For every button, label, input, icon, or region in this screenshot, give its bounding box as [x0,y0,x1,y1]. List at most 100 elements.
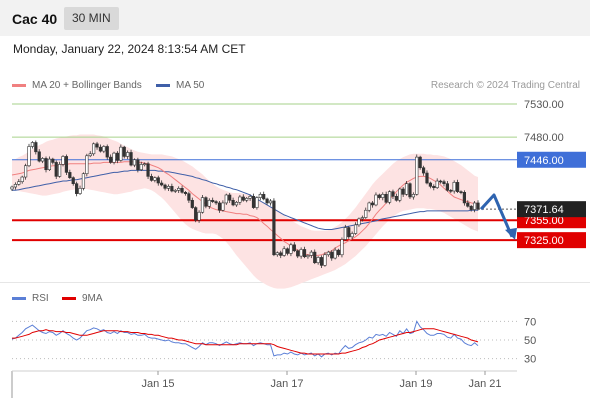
candle-body [326,251,330,256]
candle [207,198,211,209]
candle [30,141,35,149]
candle [285,247,290,256]
candle [153,176,157,183]
candle-body [68,172,72,178]
candle [265,197,269,205]
legend-ma50-label: MA 50 [176,80,205,91]
legend-rsi-label: RSI [32,293,49,304]
candle-body [364,209,368,218]
candle-body [282,248,286,256]
candle-body [309,251,313,256]
candle-body [367,202,371,211]
candle-body [445,183,449,191]
candle [190,197,194,209]
candle-body [112,152,116,163]
candle [425,170,429,185]
candle-body [204,197,208,207]
candle-body [180,188,184,193]
candle-body [217,202,222,211]
candle-body [24,165,28,178]
candle [357,217,361,227]
candle [360,215,364,222]
rsi-panel: 70 50 30 [11,316,536,366]
ma20-swatch [12,83,26,87]
candle [78,185,82,195]
candle-body [51,158,55,163]
candle [275,251,279,257]
candle [112,151,116,165]
candle [445,181,449,192]
level-label-7325.00: 7325.00 [524,235,564,247]
candle-body [160,182,164,186]
rsi-tick-label-70: 70 [524,316,536,328]
candle-body [432,186,436,188]
candle-body [228,194,232,201]
candle [442,179,446,187]
candle-body [173,190,177,192]
candle [156,175,160,186]
candle-body [313,251,317,264]
rsi-swatch [12,296,26,300]
candle [126,150,130,160]
candle [163,183,167,191]
candle [306,254,310,259]
level-label-7480.00: 7480.00 [524,132,564,144]
candle [353,222,358,235]
candle [231,197,235,207]
candle-body [347,227,351,238]
candle-body [401,188,405,195]
candle [166,184,171,191]
candle-body [442,181,446,184]
candle-body [459,191,463,193]
level-badge [517,151,586,168]
candle-body [353,224,358,234]
candle-body [302,249,307,258]
candle-body [224,194,228,204]
candle-body [177,188,181,191]
candle [340,237,344,258]
candle-body [279,252,283,256]
candle-body [421,167,426,174]
candle [404,181,409,196]
candle-body [428,182,432,187]
interval-button[interactable]: 30 MIN [64,7,119,30]
candle [418,155,422,170]
candle [333,247,337,260]
candle [370,200,375,208]
candle [411,192,415,200]
candle-body [187,193,191,201]
candle-body [360,217,364,220]
candle-body [343,227,347,240]
candle [51,157,55,165]
candle [37,149,41,163]
candle [214,200,218,205]
candle-body [27,146,31,167]
candle [364,207,368,219]
candle [139,161,143,172]
candle [10,185,14,191]
candle-body [197,211,201,221]
candle [149,173,154,182]
candle-body [156,177,160,184]
candle [71,176,75,186]
candle [136,157,140,173]
candle-body [30,142,35,147]
candle [367,201,371,213]
candle-body [262,194,266,200]
candle [234,200,239,207]
candle-body [404,183,409,195]
candle-body [149,176,154,181]
candle [221,200,225,212]
candle [61,155,65,167]
candle-body [139,164,143,171]
legend-ma9-label: 9MA [82,293,103,304]
x-tick-label-Jan-21: Jan 21 [468,378,501,390]
candle-body [299,249,303,257]
header-bar: Cac 40 30 MIN [0,0,590,36]
rsi-ma-line [12,328,479,355]
candle-body [476,202,480,210]
candle [224,193,228,205]
level-badge [517,232,586,249]
candle-body [241,196,245,201]
candle-body [221,202,225,211]
